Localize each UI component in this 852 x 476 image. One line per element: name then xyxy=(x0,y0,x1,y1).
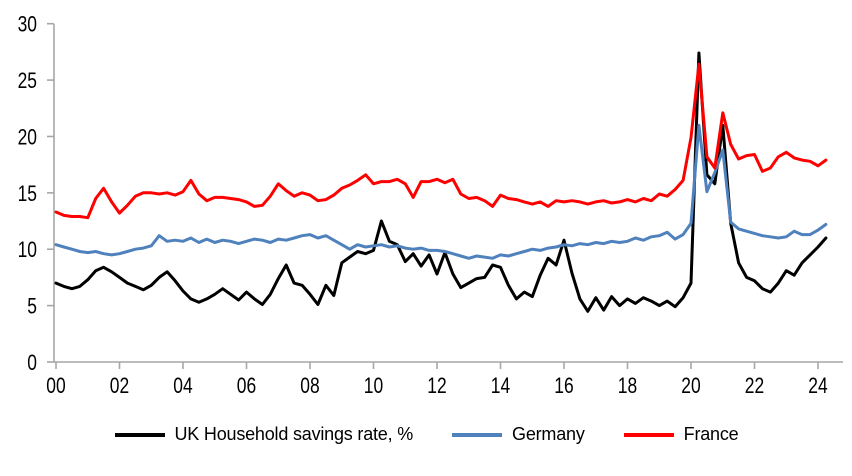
x-axis-tick-label: 00 xyxy=(46,373,65,398)
x-axis-tick-label: 22 xyxy=(745,373,764,398)
x-axis-tick-label: 02 xyxy=(110,373,129,398)
chart-legend: UK Household savings rate, % Germany Franc… xyxy=(0,424,852,445)
x-axis-tick-label: 08 xyxy=(300,373,319,398)
y-axis-tick-label: 0 xyxy=(27,350,37,375)
x-axis-tick-label: 16 xyxy=(554,373,573,398)
legend-swatch-france xyxy=(623,432,674,437)
y-axis-tick-label: 30 xyxy=(18,12,37,37)
legend-item-germany: Germany xyxy=(451,424,585,445)
x-axis-tick-label: 10 xyxy=(364,373,383,398)
x-axis-tick-label: 04 xyxy=(173,373,192,398)
legend-label-germany: Germany xyxy=(512,424,585,444)
x-axis-tick-label: 06 xyxy=(237,373,256,398)
legend-label-uk-household-savings-rate: UK Household savings rate, % xyxy=(174,424,414,444)
y-axis-tick-label: 15 xyxy=(18,181,37,206)
series-line-germany xyxy=(54,123,828,260)
x-axis-tick-label: 14 xyxy=(491,373,510,398)
y-axis-ticks xyxy=(47,22,54,363)
x-axis-ticks xyxy=(55,362,819,369)
legend-swatch-germany xyxy=(452,432,503,437)
y-axis-tick-label: 10 xyxy=(18,237,37,262)
series-line-uk-household-savings-rate xyxy=(54,51,828,313)
x-axis-tick-label: 24 xyxy=(808,373,827,398)
legend-label-france: France xyxy=(683,424,739,444)
x-axis-tick-label: 12 xyxy=(427,373,446,398)
legend-swatch-uk-household-savings-rate xyxy=(114,432,165,437)
x-axis-labels: 00 02 04 06 08 10 12 14 16 18 20 22 24 xyxy=(46,373,827,398)
y-axis-tick-label: 5 xyxy=(27,294,37,319)
y-axis-tick-label: 25 xyxy=(18,68,37,93)
legend-item-uk-household-savings-rate: UK Household savings rate, % xyxy=(114,424,414,445)
x-axis-tick-label: 20 xyxy=(681,373,700,398)
x-axis-tick-label: 18 xyxy=(618,373,637,398)
series-line-france xyxy=(54,62,828,220)
legend-item-france: France xyxy=(623,424,739,445)
plot-area: 0 5 10 15 20 25 30 00 02 04 06 08 10 12 14 16 18 20 22 24 xyxy=(18,12,843,398)
y-axis-labels: 0 5 10 15 20 25 30 xyxy=(18,12,37,375)
y-axis-tick-label: 20 xyxy=(18,124,37,149)
